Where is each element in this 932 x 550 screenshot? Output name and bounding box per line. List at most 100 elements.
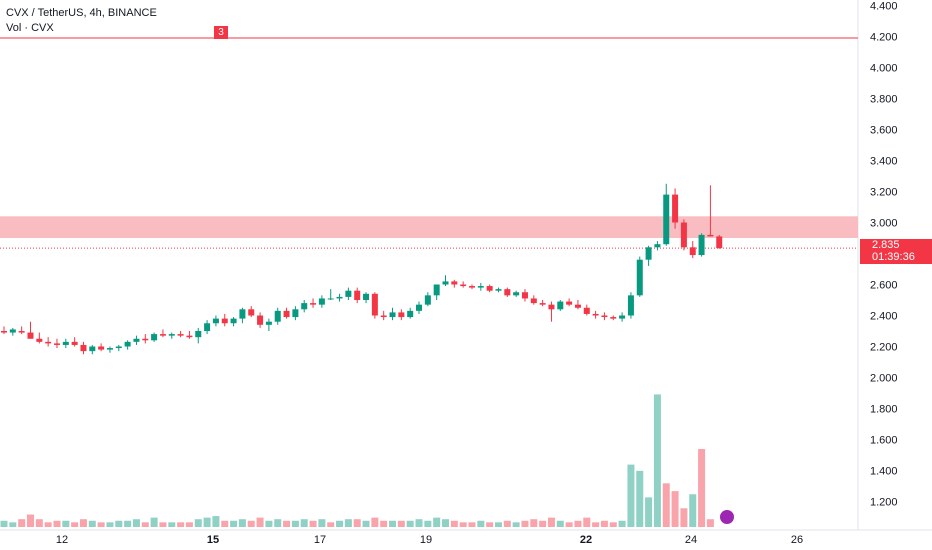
volume-bar [353,519,361,527]
candle-body [221,318,228,324]
candle-body [460,284,467,287]
volume-bar [300,519,308,527]
alert-count-badge[interactable]: 3 [214,26,228,39]
price-axis-tick-label: 3.200 [870,187,898,199]
candle-body [212,318,219,324]
candle-body [327,298,334,300]
time-axis-tick-label: 15 [207,534,219,546]
candle-body [663,194,670,245]
candle-body [186,335,193,338]
volume-bar [424,520,432,527]
candle-body [62,341,69,345]
volume-bar [291,520,299,527]
tradingview-logo-icon[interactable] [718,508,736,526]
candle-body [477,286,484,288]
candle-body [9,329,16,333]
candle-body [583,307,590,314]
volume-bar [618,520,626,527]
volume-bar [344,519,352,527]
volume-bar [194,519,202,527]
candle-body [424,295,431,305]
candle-body [627,295,634,316]
candle-body [195,331,202,338]
candle-body [636,259,643,296]
candle-body [504,289,511,296]
candle-body [177,334,184,336]
volume-bar [459,522,467,527]
candle-body [257,315,264,325]
volume-bar [79,519,87,527]
candle-body [689,247,696,256]
candle-body [283,310,290,318]
volume-bar [380,520,388,527]
candle-body [27,332,34,339]
candle-body [654,244,661,248]
volume-bar [653,394,661,527]
candle-body [619,315,626,319]
candle-body [389,312,396,318]
candle-body [265,321,272,325]
volume-bar [530,519,538,527]
volume-bar [521,520,529,527]
volume-bar [0,520,8,527]
volume-bar [185,522,193,527]
candle-body [468,286,475,288]
candle-body [204,323,211,331]
candle-body [698,234,705,256]
candle-body [557,301,564,310]
volume-bar [336,520,344,527]
candle-body [539,303,546,305]
candle-body [239,309,246,319]
price-axis-tick-label: 3.400 [870,156,898,168]
volume-bar [671,491,679,527]
candle-body [398,312,405,318]
candle-body [363,293,370,300]
price-axis-tick-label: 1.200 [870,497,898,509]
volume-bar [150,517,158,527]
candle-body [292,309,299,318]
candle-body [115,346,122,349]
candle-body [98,346,105,350]
candle-body [548,304,555,310]
volume-bar [689,494,697,527]
candle-body [36,338,43,342]
candle-body [106,348,113,350]
volume-bar [18,519,26,527]
last-price-label: 2.835 01:39:36 [860,239,932,264]
price-axis-tick-label: 1.800 [870,404,898,416]
volume-bar [662,483,670,527]
time-axis-tick-label: 22 [580,534,592,546]
volume-bar [115,520,123,527]
time-axis-tick-label: 17 [314,534,326,546]
volume-bar [124,520,132,527]
candle-body [601,315,608,318]
price-axis-tick-label: 4.000 [870,63,898,75]
volume-bar [362,520,370,527]
last-price-value: 2.835 [872,239,900,251]
candle-body [159,334,166,336]
candle-body [513,292,520,296]
price-axis-tick-label: 3.000 [870,218,898,230]
volume-bar [71,522,79,527]
volume-bar [9,522,17,527]
volume-bar [539,520,547,527]
candle-body [248,309,255,316]
candle-body [486,286,493,291]
volume-bar [44,522,52,527]
candle-body [133,338,140,342]
volume-bar [565,522,573,527]
volume-bar [442,519,449,527]
candle-body [530,298,537,304]
candle-body [645,247,652,260]
volume-bar [238,519,246,527]
volume-bar [503,520,511,527]
candle-body [53,343,60,345]
candle-body [371,293,378,316]
candle-body [521,292,528,299]
volume-bar [512,522,520,527]
volume-bar [177,522,185,527]
volume-bar [583,517,591,527]
volume-bar [433,517,441,527]
volume-bar [247,520,255,527]
